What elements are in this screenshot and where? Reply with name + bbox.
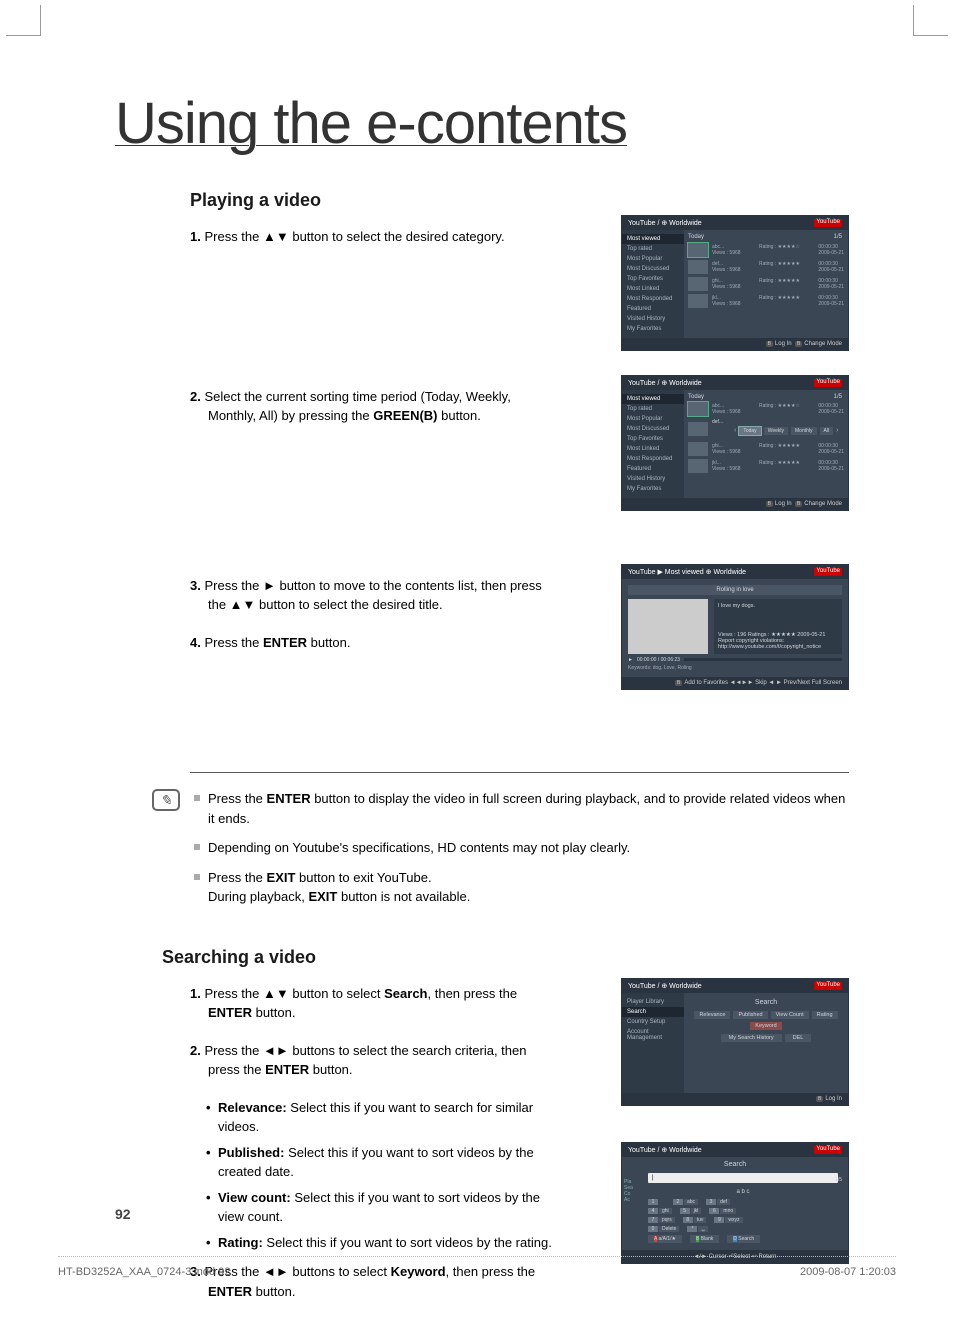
page-number: 92 xyxy=(115,1206,131,1222)
step-4: 4. Press the ENTER button. xyxy=(190,633,560,653)
bullet-relevance: Relevance: Select this if you want to se… xyxy=(190,1098,560,1137)
note-1: Press the ENTER button to display the vi… xyxy=(194,789,849,828)
screenshot-time-period: YouTube / ⊕ WorldwideYouTube Most viewed… xyxy=(621,375,849,511)
search-step-1: 1. Press the ▲▼ button to select Search,… xyxy=(190,984,560,1023)
note-2: Depending on Youtube's specifications, H… xyxy=(194,838,849,858)
youtube-logo-icon: YouTube xyxy=(814,982,842,990)
footer-filename: HT-BD3252A_XAA_0724-3.indd 92 xyxy=(58,1266,230,1278)
youtube-logo-icon: YouTube xyxy=(814,219,842,227)
section-searching-video-title: Searching a video xyxy=(162,947,849,968)
bullet-published: Published: Select this if you want to so… xyxy=(190,1143,560,1182)
onscreen-keyboard: 1 2abc 3def 4ghi 5jkl 6mno 7pqrs 8tuv xyxy=(642,1199,844,1243)
screenshot-video-detail: YouTube ▶ Most viewed ⊕ WorldwideYouTube… xyxy=(621,564,849,690)
youtube-logo-icon: YouTube xyxy=(814,1146,842,1154)
search-step-3: 3. Press the ◄► buttons to select Keywor… xyxy=(190,1262,560,1301)
screenshot-sidebar: Most viewed Top rated Most Popular Most … xyxy=(622,230,684,338)
bullet-rating: Rating: Select this if you want to sort … xyxy=(190,1233,560,1253)
screenshot-keyboard: YouTube / ⊕ WorldwideYouTube Search 1/5 … xyxy=(621,1142,849,1264)
step-2: 2. Select the current sorting time perio… xyxy=(190,387,560,426)
bullet-viewcount: View count: Select this if you want to s… xyxy=(190,1188,560,1227)
search-input-box: | xyxy=(648,1173,838,1183)
section-playing-video-title: Playing a video xyxy=(190,190,849,211)
footer-divider xyxy=(58,1256,896,1257)
footer-timestamp: 2009-08-07 1:20:03 xyxy=(800,1266,896,1278)
youtube-logo-icon: YouTube xyxy=(814,379,842,387)
page-crop-marks xyxy=(40,5,914,35)
note-3: Press the EXIT button to exit YouTube.Du… xyxy=(194,868,849,907)
screenshot-category-list: YouTube / ⊕ WorldwideYouTube Most viewed… xyxy=(621,215,849,351)
note-icon: ✎ xyxy=(152,789,180,811)
main-title: Using the e-contents xyxy=(115,90,627,157)
step-1: 1. Press the ▲▼ button to select the des… xyxy=(190,227,560,247)
youtube-logo-icon: YouTube xyxy=(814,568,842,576)
screenshot-search-criteria: YouTube / ⊕ WorldwideYouTube Player Libr… xyxy=(621,978,849,1106)
search-step-2: 2. Press the ◄► buttons to select the se… xyxy=(190,1041,560,1080)
notes-section: ✎ Press the ENTER button to display the … xyxy=(190,789,849,917)
step-3: 3. Press the ► button to move to the con… xyxy=(190,576,560,615)
video-thumbnail xyxy=(628,599,708,654)
